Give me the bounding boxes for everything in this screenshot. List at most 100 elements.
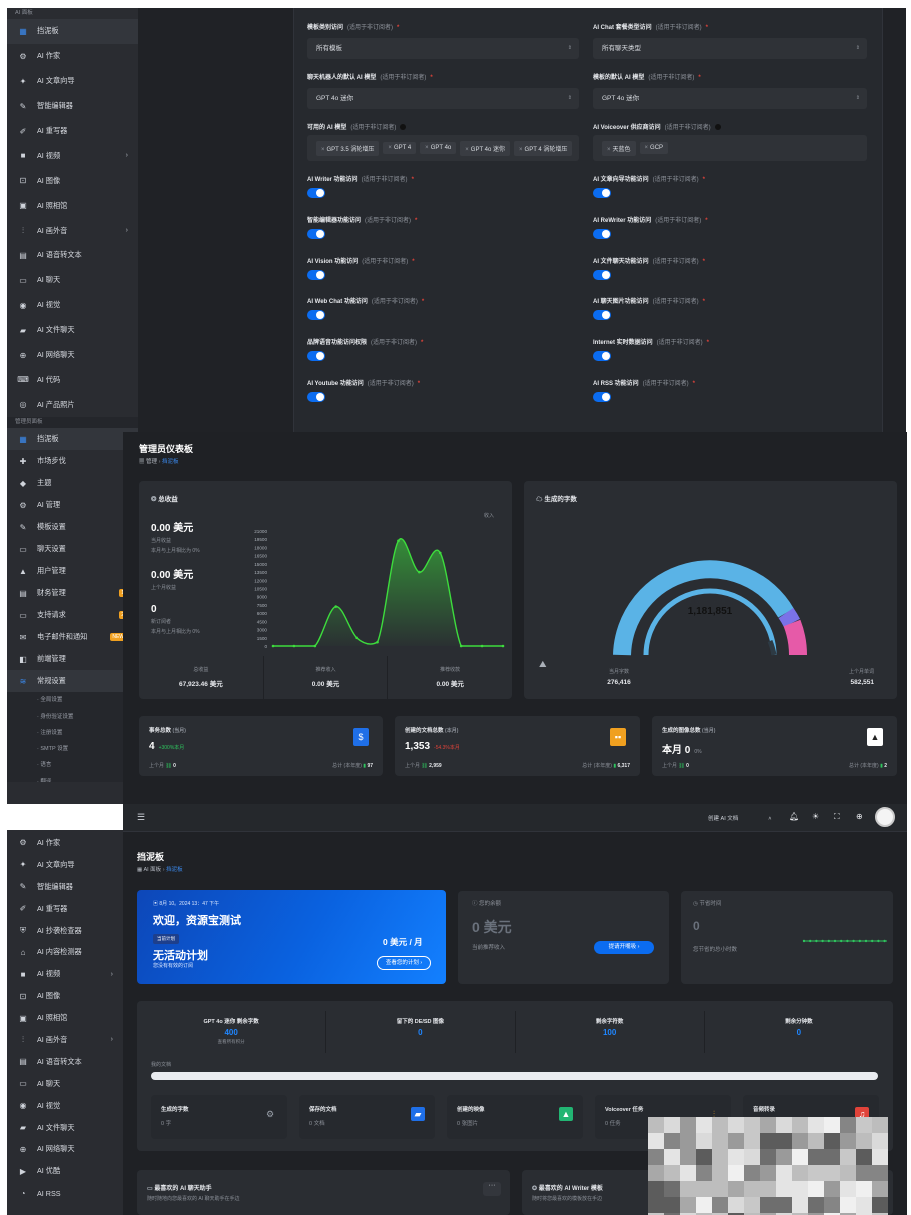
selected-tag[interactable]: × GPT 4 涡轮增压 xyxy=(514,140,573,156)
data-point[interactable] xyxy=(292,644,296,648)
toggle-switch[interactable] xyxy=(593,392,611,402)
data-point[interactable] xyxy=(334,605,338,608)
sidebar-subitem[interactable]: · SMTP 设置 xyxy=(7,741,138,757)
sidebar-item[interactable]: ▣ AI 照相馆 xyxy=(7,193,138,218)
select-field[interactable]: 所有聊天类型 ⇕ xyxy=(593,38,867,59)
breadcrumb-item[interactable]: 管理 xyxy=(146,459,158,465)
sidebar-item[interactable]: ✐ AI 重写器 xyxy=(7,898,123,920)
selected-tag[interactable]: × GPT 4o 迷你 xyxy=(460,140,511,156)
sidebar-item[interactable]: ▭ AI 聊天 xyxy=(7,268,138,293)
remove-tag-icon[interactable]: × xyxy=(607,146,611,153)
selected-tag[interactable]: × GPT 4 xyxy=(383,142,417,154)
sidebar-item[interactable]: ✐ AI 重写器 xyxy=(7,119,138,144)
data-point[interactable] xyxy=(376,640,379,644)
toggle-switch[interactable] xyxy=(593,310,611,320)
sidebar-item[interactable]: ⊕ AI 网络聊天 xyxy=(7,1138,123,1160)
sidebar-item[interactable]: ◉ AI 视觉 xyxy=(7,1095,123,1117)
select-field[interactable]: 所有模板 ⇕ xyxy=(307,38,579,59)
avatar[interactable] xyxy=(875,807,895,827)
toggle-switch[interactable] xyxy=(593,351,611,361)
sidebar-item[interactable]: ◧前端管理› xyxy=(7,648,138,670)
toggle-switch[interactable] xyxy=(307,270,325,280)
sidebar-subitem[interactable]: · 翻译 xyxy=(7,774,138,782)
remove-tag-icon[interactable]: × xyxy=(388,145,392,151)
sidebar-subitem[interactable]: · 注册设置 xyxy=(7,725,138,741)
toggle-switch[interactable] xyxy=(593,270,611,280)
sidebar-item[interactable]: ■ AI 视频 › xyxy=(7,963,123,985)
sidebar-item[interactable]: ▤ AI 语音转文本 xyxy=(7,1051,123,1073)
sidebar-item[interactable]: ⊕ AI 网络聊天 xyxy=(7,343,138,368)
toggle-switch[interactable] xyxy=(307,392,325,402)
data-point[interactable] xyxy=(313,644,317,648)
view-plan-button[interactable]: 查看您的计划 › xyxy=(377,956,431,970)
sidebar-subitem[interactable]: · 全局设置 xyxy=(7,692,138,708)
toggle-switch[interactable] xyxy=(593,188,611,198)
create-document-dropdown[interactable]: 创建 AI 文档 ˄ xyxy=(708,814,771,822)
view-credits-link[interactable]: 查看所有积分 xyxy=(217,1039,245,1044)
sidebar-item[interactable]: ⫶ AI 画外音 › xyxy=(7,1029,123,1051)
breadcrumb-item[interactable]: AI 面板 xyxy=(143,867,162,873)
select-field[interactable]: GPT 4o 迷你 ⇕ xyxy=(593,88,867,109)
sidebar-item[interactable]: ⫶ AI 画外音 › xyxy=(7,218,138,243)
sidebar-item[interactable]: ◆ 主题 xyxy=(7,472,138,494)
sun-icon[interactable]: ☀ xyxy=(812,812,820,821)
multiselect-field[interactable]: × 天蓝色 × GCP xyxy=(593,135,867,161)
sidebar-subitem[interactable]: · 身份验证设置 xyxy=(7,709,138,725)
withdraw-button[interactable]: 提请开嘴吸 › xyxy=(594,941,654,954)
sidebar-item[interactable]: ▰ AI 文件聊天 xyxy=(7,318,138,343)
sidebar-item[interactable]: ▭聊天设置› xyxy=(7,538,138,560)
sidebar-item[interactable]: ✦ AI 文章向导 xyxy=(7,69,138,94)
data-point[interactable] xyxy=(355,636,358,640)
sidebar-item[interactable]: ⚙ AI 作家 xyxy=(7,44,138,69)
remove-tag-icon[interactable]: × xyxy=(644,145,649,151)
selected-tag[interactable]: × GPT 4o xyxy=(420,142,457,154)
sidebar-item[interactable]: ✦ AI 文章向导 xyxy=(7,854,123,876)
select-field[interactable]: GPT 4o 迷你 ⇕ xyxy=(307,88,579,109)
sidebar-item[interactable]: ▰ AI 文件聊天 xyxy=(7,1117,123,1139)
fullscreen-icon[interactable]: ⛶ xyxy=(834,812,840,821)
toggle-switch[interactable] xyxy=(307,351,325,361)
toggle-switch[interactable] xyxy=(307,310,325,320)
sidebar-item[interactable]: ✎模板设置› xyxy=(7,516,138,538)
toggle-switch[interactable] xyxy=(307,229,325,239)
sidebar-item[interactable]: ≋常规设置› xyxy=(7,670,138,693)
sidebar-item[interactable]: ✚ 市场步伐 xyxy=(7,450,138,472)
remove-tag-icon[interactable]: × xyxy=(425,145,429,151)
sidebar-item[interactable]: ▭ AI 聊天 xyxy=(7,1073,123,1095)
sidebar-item[interactable]: ▦ 挡泥板 xyxy=(7,428,138,451)
selected-tag[interactable]: × GPT 3.5 涡轮增压 xyxy=(316,140,380,156)
sidebar-item[interactable]: ■ AI 视频 › xyxy=(7,143,138,168)
sidebar-item[interactable]: ⛨ AI 抄袭检查器 xyxy=(7,920,123,942)
more-icon[interactable]: ··· xyxy=(483,1182,501,1196)
data-point[interactable] xyxy=(418,570,421,574)
sidebar-item[interactable]: ▣ AI 照相馆 xyxy=(7,1007,123,1029)
sidebar-item[interactable]: ◔ AI RSS xyxy=(7,1182,123,1204)
globe-icon[interactable]: ⊕ xyxy=(856,812,863,821)
sidebar-item[interactable]: ✉ 电子邮件和通知 NEW xyxy=(7,626,138,648)
toggle-switch[interactable] xyxy=(307,188,325,198)
bell-icon[interactable]: 🔔︎ xyxy=(789,812,800,821)
sidebar-item[interactable]: ▦ 挡泥板 xyxy=(7,19,138,44)
sidebar-item[interactable]: ▤ AI 语音转文本 xyxy=(7,243,138,268)
data-point[interactable] xyxy=(480,644,484,648)
sidebar-subitem[interactable]: · 语言 xyxy=(7,757,138,773)
toggle-switch[interactable] xyxy=(593,229,611,239)
data-point[interactable] xyxy=(397,539,400,543)
data-point[interactable] xyxy=(271,644,275,648)
sidebar-item[interactable]: ⌨ AI 代码 xyxy=(7,367,138,392)
remove-tag-icon[interactable]: × xyxy=(321,146,325,153)
selected-tag[interactable]: × GCP xyxy=(639,142,669,154)
sidebar-item[interactable]: ◉ AI 视觉 xyxy=(7,293,138,318)
sidebar-item[interactable]: ▤ 财务管理 1 xyxy=(7,582,138,604)
sidebar-item[interactable]: ⚙ AI 作家 xyxy=(7,832,123,854)
sidebar-item[interactable]: ▭ 支持请求 2 xyxy=(7,604,138,626)
sidebar-item[interactable]: ◎ AI 产品照片 xyxy=(7,392,138,417)
remove-tag-icon[interactable]: × xyxy=(465,146,469,153)
sidebar-item[interactable]: ⚙AI 管理› xyxy=(7,494,138,516)
sidebar-item[interactable]: ✎ 智能编辑器 xyxy=(7,876,123,898)
multiselect-field[interactable]: × GPT 3.5 涡轮增压 × GPT 4 × GPT 4o × GPT 4o 迷你 × GPT… xyxy=(307,135,579,161)
sidebar-item[interactable]: ✎ 智能编辑器 xyxy=(7,94,138,119)
sidebar-item[interactable]: ▶ AI 优酷 xyxy=(7,1160,123,1182)
sidebar-item[interactable]: ⊡ AI 图像 xyxy=(7,168,138,193)
sidebar-item[interactable]: ⌂ AI 内容检测器 xyxy=(7,941,123,963)
